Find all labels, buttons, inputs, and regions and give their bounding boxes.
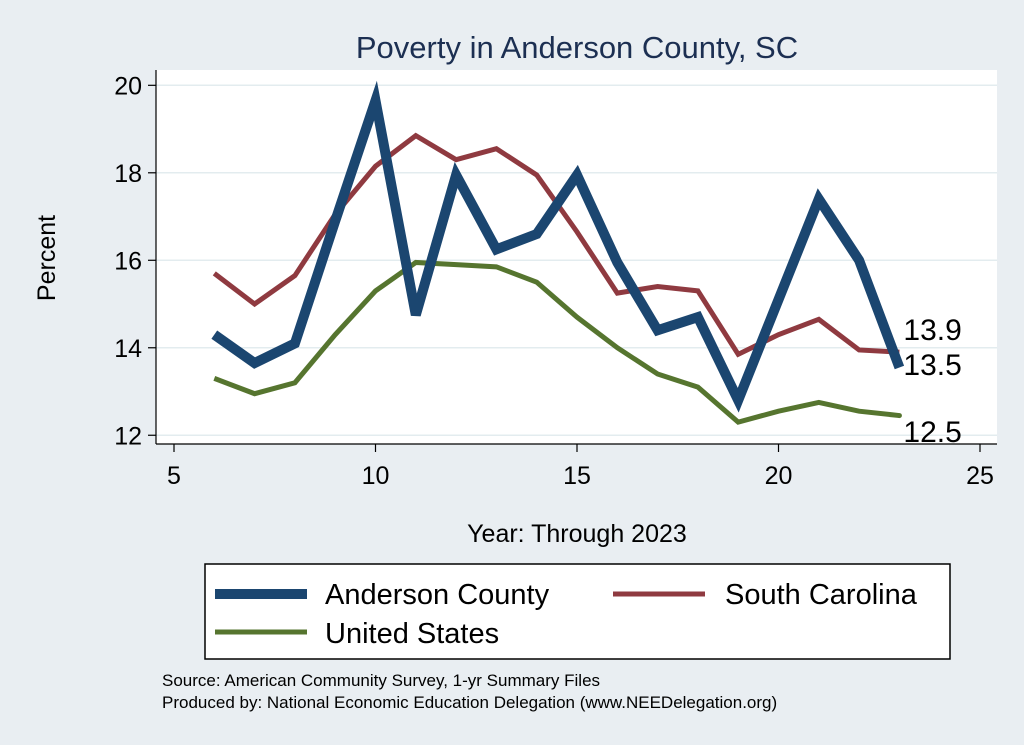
x-tick-label-20: 20 (765, 462, 793, 490)
source-note: Source: American Community Survey, 1-yr … (162, 671, 600, 690)
y-tick-label-18: 18 (114, 160, 142, 188)
x-tick-label-15: 15 (563, 462, 591, 490)
end-label-anderson-county: 13.5 (903, 349, 961, 382)
y-tick-label-12: 12 (114, 422, 142, 450)
chart-title: Poverty in Anderson County, SC (356, 30, 798, 65)
series-line-anderson-county (211, 80, 905, 413)
x-tick-label-5: 5 (167, 462, 181, 490)
legend-label-south-carolina: South Carolina (725, 579, 918, 611)
produced-note: Produced by: National Economic Education… (162, 693, 777, 712)
legend-label-anderson-county: Anderson County (325, 579, 550, 611)
x-tick-label-25: 25 (966, 462, 994, 490)
x-ticks: 5 10 15 20 25 (167, 444, 994, 490)
data-point-united-states-23 (896, 413, 902, 419)
y-tick-label-14: 14 (114, 335, 142, 363)
y-ticks: 12 14 16 18 20 (114, 72, 156, 450)
end-labels: 13.513.9 12.5 (903, 314, 961, 449)
x-tick-label-10: 10 (362, 462, 390, 490)
y-axis-title: Percent (33, 215, 61, 301)
y-tick-label-20: 20 (114, 72, 142, 100)
x-axis-title: Year: Through 2023 (467, 520, 687, 548)
y-tick-label-16: 16 (114, 247, 142, 275)
legend: Anderson County South Carolina United St… (204, 563, 951, 660)
end-label-united-states: 12.5 (903, 416, 961, 449)
series-lines (211, 80, 905, 425)
legend-label-united-states: United States (325, 618, 499, 650)
series-line-united-states (213, 259, 900, 425)
end-label-south-carolina: 13.9 (903, 314, 961, 347)
legend-box (204, 563, 951, 660)
